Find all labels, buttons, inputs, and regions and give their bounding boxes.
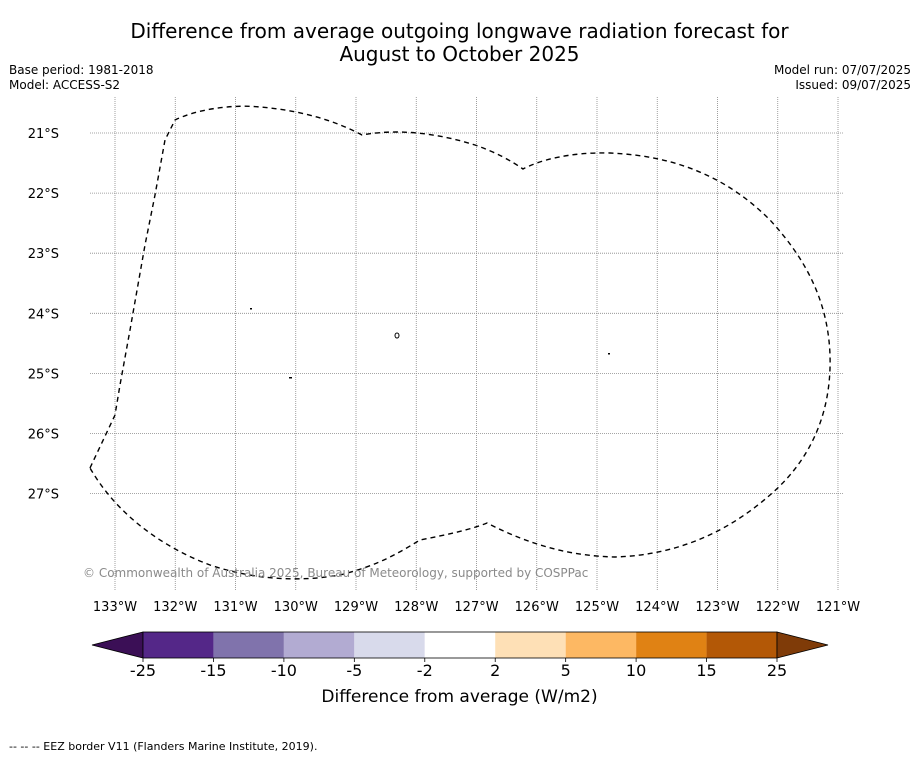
model-name: Model: ACCESS-S2 xyxy=(9,78,121,92)
colorbar-label: Difference from average (W/m2) xyxy=(321,687,598,707)
title-line-2: August to October 2025 xyxy=(339,42,580,66)
model-run: Model run: 07/07/2025 xyxy=(773,63,911,77)
island-marker xyxy=(250,308,252,310)
latitude-label: 25°S xyxy=(28,367,59,382)
footer-note: -- -- -- EEZ border V11 (Flanders Marine… xyxy=(9,740,318,753)
longitude-label: 130°W xyxy=(274,600,318,615)
longitude-label: 133°W xyxy=(93,600,137,615)
colorbar-tick-label: -10 xyxy=(271,661,297,680)
colorbar-segment xyxy=(424,632,496,658)
island-marker xyxy=(608,353,610,355)
colorbar-tick-label: 5 xyxy=(561,661,571,680)
colorbar-tick-label: 25 xyxy=(767,661,787,680)
colorbar-segment xyxy=(283,632,355,658)
latitude-labels: 21°S 22°S 23°S 24°S 25°S 26°S 27°S xyxy=(28,127,59,503)
longitude-label: 125°W xyxy=(575,600,619,615)
copyright-credit: © Commonwealth of Australia 2025, Bureau… xyxy=(83,566,588,580)
longitude-label: 124°W xyxy=(635,600,679,615)
colorbar-tick-label: 2 xyxy=(490,661,500,680)
islands xyxy=(250,308,610,379)
longitude-label: 131°W xyxy=(213,600,257,615)
colorbar-segments xyxy=(91,631,829,659)
title-line-1: Difference from average outgoing longwav… xyxy=(130,19,789,43)
colorbar-segment xyxy=(706,632,777,658)
island-marker xyxy=(394,332,400,339)
colorbar-tick-label: -15 xyxy=(200,661,226,680)
latitude-label: 27°S xyxy=(28,488,59,503)
colorbar: -25 -15 -10 -5 -2 2 5 10 15 25 xyxy=(91,631,829,680)
longitude-label: 129°W xyxy=(334,600,378,615)
latitude-label: 22°S xyxy=(28,187,59,202)
colorbar-tick-label: -2 xyxy=(417,661,433,680)
latitude-label: 21°S xyxy=(28,127,59,142)
colorbar-tick-label: -5 xyxy=(346,661,362,680)
longitude-label: 132°W xyxy=(153,600,197,615)
map: 21°S22°S23°S24°S25°S26°S27°S 133°W 132°W 1… xyxy=(28,97,860,615)
colorbar-ticks: -25 -15 -10 -5 -2 2 5 10 15 25 xyxy=(130,658,787,680)
longitude-labels: 133°W 132°W 131°W 130°W 129°W 128°W 127°W 126°W… xyxy=(93,600,860,615)
latitude-label: 24°S xyxy=(28,307,59,322)
colorbar-extend-high xyxy=(776,631,829,659)
island-marker xyxy=(289,377,292,379)
colorbar-segment xyxy=(495,632,566,658)
longitude-label: 126°W xyxy=(515,600,559,615)
colorbar-segment xyxy=(213,632,284,658)
longitude-label: 123°W xyxy=(695,600,739,615)
colorbar-tick-label: 10 xyxy=(626,661,646,680)
colorbar-tick-label: -25 xyxy=(130,661,156,680)
colorbar-segment xyxy=(143,632,214,658)
longitude-label: 122°W xyxy=(756,600,800,615)
longitude-label: 127°W xyxy=(454,600,498,615)
longitude-label: 121°W xyxy=(816,600,860,615)
latitude-label: 26°S xyxy=(28,428,59,443)
graticule xyxy=(90,97,843,590)
colorbar-segment xyxy=(636,632,707,658)
colorbar-segment xyxy=(354,632,425,658)
latitude-label: 23°S xyxy=(28,247,59,262)
colorbar-tick-label: 15 xyxy=(696,661,716,680)
meta-right: Model run: 07/07/2025 Issued: 09/07/2025 xyxy=(774,63,911,93)
chart-title: Difference from average outgoing longwav… xyxy=(0,20,919,66)
longitude-label: 128°W xyxy=(394,600,438,615)
colorbar-extend-low xyxy=(91,631,144,659)
issued-date: Issued: 09/07/2025 xyxy=(795,78,911,92)
eez-border xyxy=(89,105,831,580)
base-period: Base period: 1981-2018 xyxy=(9,63,154,77)
meta-left: Base period: 1981-2018 Model: ACCESS-S2 xyxy=(9,63,154,93)
colorbar-segment xyxy=(565,632,637,658)
